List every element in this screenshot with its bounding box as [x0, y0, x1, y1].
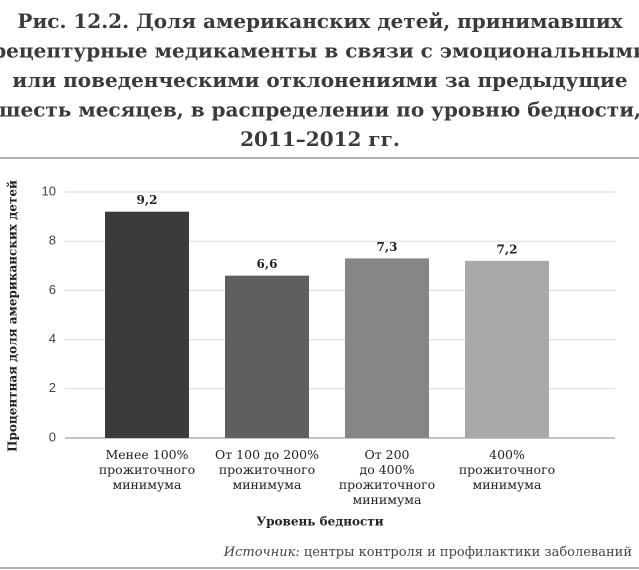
y-tick-label: 2 — [49, 380, 56, 395]
x-axis-title: Уровень бедности — [256, 515, 383, 529]
y-tick-label: 6 — [49, 282, 56, 297]
value-label: 7,2 — [497, 242, 518, 256]
bar — [225, 275, 309, 438]
y-axis-title: Процентная доля американских детей — [6, 180, 20, 452]
chart-title: Рис. 12.2. Доля американских детей, прин… — [0, 9, 639, 151]
value-label: 7,3 — [377, 240, 398, 254]
x-tick-label: От 100 до 200% прожиточного минимума — [215, 447, 319, 492]
x-tick-label: От 200 до 400% прожиточного минимума — [339, 447, 435, 507]
y-tick-label: 4 — [49, 331, 56, 346]
source-label: Источник: — [223, 545, 300, 560]
y-tick-label: 8 — [49, 233, 56, 248]
bar — [465, 260, 549, 438]
x-tick-label: 400% прожиточного минимума — [459, 447, 555, 492]
value-label: 9,2 — [137, 193, 158, 207]
x-tick-label: Менее 100% прожиточного минимума — [99, 447, 195, 492]
value-label: 6,6 — [257, 257, 278, 271]
bar — [105, 211, 189, 438]
y-tick-label: 0 — [49, 429, 56, 444]
source: Источник: центры контроля и профилактики… — [223, 545, 632, 560]
bar — [345, 258, 429, 438]
y-tick-label: 10 — [42, 183, 56, 198]
source-text: центры контроля и профилактики заболеван… — [304, 545, 632, 560]
